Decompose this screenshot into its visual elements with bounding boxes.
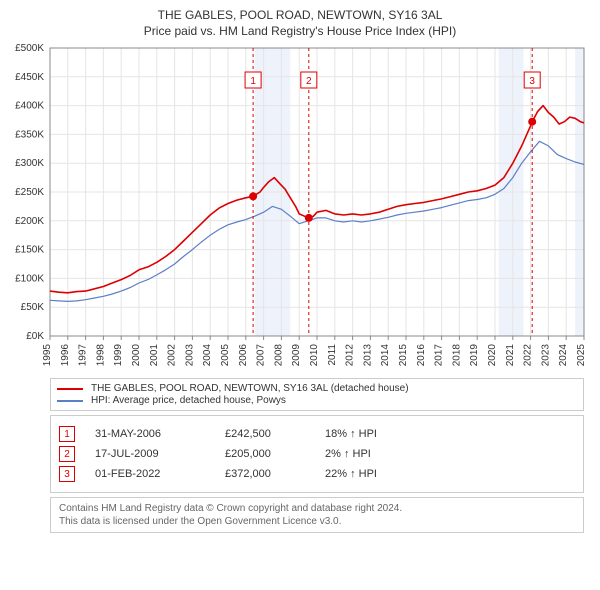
sale-vs-hpi: 2% ↑ HPI bbox=[325, 448, 425, 460]
svg-text:2019: 2019 bbox=[469, 344, 480, 367]
legend-swatch bbox=[57, 388, 83, 390]
svg-text:£100K: £100K bbox=[15, 273, 44, 284]
svg-text:2001: 2001 bbox=[149, 344, 160, 367]
legend-swatch bbox=[57, 400, 83, 402]
sale-date: 31-MAY-2006 bbox=[95, 428, 225, 440]
svg-text:£50K: £50K bbox=[21, 302, 45, 313]
legend-item: HPI: Average price, detached house, Powy… bbox=[57, 395, 577, 406]
footer-line-2: This data is licensed under the Open Gov… bbox=[59, 515, 575, 528]
svg-text:2004: 2004 bbox=[202, 344, 213, 367]
svg-text:1999: 1999 bbox=[113, 344, 124, 367]
svg-text:2018: 2018 bbox=[451, 344, 462, 367]
svg-text:£0K: £0K bbox=[26, 331, 44, 342]
svg-text:2012: 2012 bbox=[345, 344, 356, 367]
svg-text:1998: 1998 bbox=[95, 344, 106, 367]
svg-text:1: 1 bbox=[250, 76, 256, 87]
svg-text:1997: 1997 bbox=[78, 344, 89, 367]
svg-text:£400K: £400K bbox=[15, 101, 44, 112]
svg-text:£300K: £300K bbox=[15, 158, 44, 169]
sale-marker-id: 1 bbox=[59, 426, 75, 442]
chart-legend: THE GABLES, POOL ROAD, NEWTOWN, SY16 3AL… bbox=[50, 378, 584, 411]
svg-text:2024: 2024 bbox=[558, 344, 569, 367]
svg-text:£350K: £350K bbox=[15, 129, 44, 140]
sales-table: 1 31-MAY-2006£242,50018% ↑ HPI 2 17-JUL-200… bbox=[50, 415, 584, 493]
sale-price: £205,000 bbox=[225, 448, 325, 460]
svg-text:£500K: £500K bbox=[15, 44, 44, 54]
svg-text:2006: 2006 bbox=[238, 344, 249, 367]
svg-text:£450K: £450K bbox=[15, 72, 44, 83]
svg-text:2003: 2003 bbox=[184, 344, 195, 367]
svg-text:2: 2 bbox=[306, 76, 312, 87]
svg-text:2013: 2013 bbox=[362, 344, 373, 367]
svg-text:2017: 2017 bbox=[434, 344, 445, 367]
page-root: THE GABLES, POOL ROAD, NEWTOWN, SY16 3AL… bbox=[0, 0, 600, 590]
sales-table-row: 2 17-JUL-2009£205,0002% ↑ HPI bbox=[59, 446, 575, 462]
copyright-footer: Contains HM Land Registry data © Crown c… bbox=[50, 497, 584, 533]
legend-label: THE GABLES, POOL ROAD, NEWTOWN, SY16 3AL… bbox=[91, 383, 409, 394]
chart-title-subtitle: Price paid vs. HM Land Registry's House … bbox=[8, 24, 592, 38]
svg-text:£250K: £250K bbox=[15, 187, 44, 198]
svg-text:2023: 2023 bbox=[540, 344, 551, 367]
svg-text:2022: 2022 bbox=[523, 344, 534, 367]
sales-table-row: 3 01-FEB-2022£372,00022% ↑ HPI bbox=[59, 466, 575, 482]
svg-text:2021: 2021 bbox=[505, 344, 516, 367]
svg-text:2015: 2015 bbox=[398, 344, 409, 367]
sale-vs-hpi: 22% ↑ HPI bbox=[325, 468, 425, 480]
sale-date: 17-JUL-2009 bbox=[95, 448, 225, 460]
svg-text:2007: 2007 bbox=[256, 344, 267, 367]
sale-date: 01-FEB-2022 bbox=[95, 468, 225, 480]
svg-text:2002: 2002 bbox=[167, 344, 178, 367]
chart-area: £0K £50K £100K £150K £200K £250K £300K £350K £40… bbox=[8, 44, 592, 374]
svg-text:2000: 2000 bbox=[131, 344, 142, 367]
svg-text:2011: 2011 bbox=[327, 344, 338, 366]
svg-text:1995: 1995 bbox=[42, 344, 53, 367]
sale-price: £242,500 bbox=[225, 428, 325, 440]
sale-marker-id: 3 bbox=[59, 466, 75, 482]
svg-text:£150K: £150K bbox=[15, 245, 44, 256]
svg-text:2010: 2010 bbox=[309, 344, 320, 367]
chart-title-address: THE GABLES, POOL ROAD, NEWTOWN, SY16 3AL bbox=[8, 8, 592, 22]
chart-titles: THE GABLES, POOL ROAD, NEWTOWN, SY16 3AL… bbox=[8, 8, 592, 38]
svg-text:2009: 2009 bbox=[291, 344, 302, 367]
sale-price: £372,000 bbox=[225, 468, 325, 480]
sales-table-row: 1 31-MAY-2006£242,50018% ↑ HPI bbox=[59, 426, 575, 442]
footer-line-1: Contains HM Land Registry data © Crown c… bbox=[59, 502, 575, 515]
svg-text:2005: 2005 bbox=[220, 344, 231, 367]
svg-text:3: 3 bbox=[529, 76, 535, 87]
sale-marker-id: 2 bbox=[59, 446, 75, 462]
svg-text:1996: 1996 bbox=[60, 344, 71, 367]
svg-text:£200K: £200K bbox=[15, 216, 44, 227]
svg-text:2025: 2025 bbox=[576, 344, 587, 367]
svg-text:2008: 2008 bbox=[273, 344, 284, 367]
svg-text:2014: 2014 bbox=[380, 344, 391, 367]
legend-item: THE GABLES, POOL ROAD, NEWTOWN, SY16 3AL… bbox=[57, 383, 577, 394]
price-chart: £0K £50K £100K £150K £200K £250K £300K £350K £40… bbox=[8, 44, 592, 374]
svg-text:2016: 2016 bbox=[416, 344, 427, 367]
sale-vs-hpi: 18% ↑ HPI bbox=[325, 428, 425, 440]
legend-label: HPI: Average price, detached house, Powy… bbox=[91, 395, 286, 406]
svg-text:2020: 2020 bbox=[487, 344, 498, 367]
